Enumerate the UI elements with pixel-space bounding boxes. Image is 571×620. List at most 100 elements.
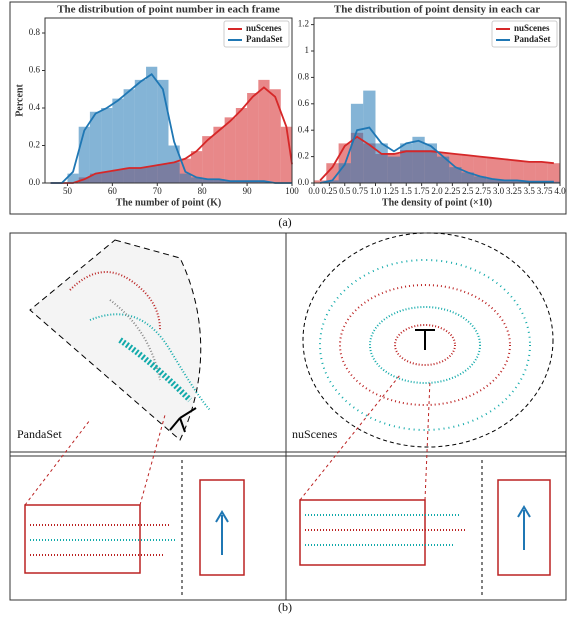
x-tick-label: 2.5 bbox=[462, 186, 474, 196]
y-tick-label: 0.4 bbox=[29, 102, 41, 112]
bar bbox=[247, 93, 259, 183]
arrow bbox=[215, 510, 229, 555]
x-tick-label: 3.0 bbox=[493, 186, 505, 196]
bar bbox=[280, 126, 292, 183]
bar bbox=[224, 181, 236, 183]
bar bbox=[498, 180, 511, 183]
x-tick-label: 2.75 bbox=[475, 186, 491, 196]
bar bbox=[213, 126, 225, 183]
bar bbox=[179, 173, 191, 183]
bar bbox=[412, 136, 425, 183]
chart-title: The distribution of point density in eac… bbox=[334, 4, 540, 16]
x-tick-label: 70 bbox=[153, 186, 163, 196]
bar bbox=[213, 179, 225, 183]
bar bbox=[112, 98, 124, 183]
bar bbox=[235, 108, 248, 183]
zoom-box bbox=[199, 479, 245, 576]
bar bbox=[498, 159, 511, 183]
legend-label: nuScenes bbox=[514, 23, 550, 33]
x-tick-label: 90 bbox=[243, 186, 253, 196]
bar bbox=[350, 103, 364, 183]
x-tick-label: 4.0 bbox=[554, 186, 566, 196]
y-tick-label: 0.8 bbox=[29, 27, 41, 37]
range-circle bbox=[302, 232, 554, 448]
bar bbox=[510, 180, 524, 183]
chart-title: The distribution of point number in each… bbox=[57, 4, 280, 16]
x-tick-label: 1.5 bbox=[401, 186, 413, 196]
x-tick-label: 3.5 bbox=[524, 186, 536, 196]
bar bbox=[314, 180, 327, 183]
x-tick-label: 2.0 bbox=[431, 186, 443, 196]
x-tick-label: 1.25 bbox=[383, 186, 399, 196]
x-axis-label: The number of point (K) bbox=[116, 197, 221, 208]
zoom-lines bbox=[24, 374, 431, 506]
bar bbox=[326, 180, 339, 183]
x-tick-label: 3.25 bbox=[506, 186, 522, 196]
x-tick-label: 0.25 bbox=[322, 186, 338, 196]
panel-b-frame bbox=[9, 232, 567, 601]
point-cloud bbox=[69, 271, 211, 411]
bar bbox=[190, 177, 203, 183]
legend-label: PandaSet bbox=[246, 34, 283, 44]
x-tick-label: 0.5 bbox=[339, 186, 351, 196]
panel-b: PandaSet nuScenes bbox=[9, 232, 567, 601]
x-tick-label: 80 bbox=[198, 186, 208, 196]
kde-line bbox=[50, 73, 292, 184]
bar bbox=[224, 117, 236, 183]
bar bbox=[473, 176, 487, 183]
axes-frame bbox=[44, 17, 293, 184]
x-tick-label: 50 bbox=[63, 186, 73, 196]
kde-line bbox=[50, 86, 293, 184]
axes-icon bbox=[415, 329, 435, 350]
y-axis-label: Percent bbox=[14, 84, 25, 117]
x-tick-label: 1.0 bbox=[370, 186, 382, 196]
bar bbox=[486, 179, 499, 183]
bar bbox=[449, 167, 462, 183]
bar bbox=[437, 156, 450, 183]
bar bbox=[78, 126, 90, 183]
bar bbox=[269, 89, 281, 183]
image-label: PandaSet bbox=[17, 427, 62, 441]
y-tick-label: 0.6 bbox=[298, 98, 310, 108]
y-tick-label: 0.6 bbox=[29, 65, 41, 75]
bar bbox=[146, 66, 158, 183]
bar bbox=[235, 181, 248, 183]
legend-label: PandaSet bbox=[514, 34, 551, 44]
bar bbox=[123, 89, 135, 183]
bar bbox=[486, 157, 499, 183]
bar bbox=[168, 145, 180, 183]
bar bbox=[157, 79, 169, 183]
bar bbox=[134, 79, 147, 183]
x-tick-label: 60 bbox=[108, 186, 118, 196]
bar bbox=[258, 181, 270, 183]
bar bbox=[101, 108, 113, 183]
x-axis-label: The density of point (×10) bbox=[382, 197, 492, 208]
axes-icon bbox=[169, 407, 197, 433]
bar bbox=[258, 79, 270, 183]
bar bbox=[326, 163, 339, 183]
x-tick-label: 100 bbox=[285, 186, 299, 196]
image-label: nuScenes bbox=[292, 427, 338, 441]
point-cloud bbox=[319, 259, 531, 431]
bar bbox=[202, 136, 214, 183]
zoom-box bbox=[497, 479, 551, 576]
x-tick-label: 3.75 bbox=[537, 186, 553, 196]
bar bbox=[510, 160, 524, 183]
y-tick-label: 0.2 bbox=[298, 151, 309, 161]
bar bbox=[190, 151, 203, 183]
bar bbox=[547, 163, 560, 183]
bar bbox=[247, 181, 259, 183]
zoom-box bbox=[24, 504, 141, 574]
panel-a-frame bbox=[9, 1, 567, 215]
bar bbox=[202, 179, 214, 183]
x-tick-label: 1.75 bbox=[414, 186, 430, 196]
bar bbox=[400, 143, 413, 183]
y-tick-label: 0.0 bbox=[29, 177, 41, 187]
y-tick-label: 1 bbox=[305, 45, 310, 55]
bar bbox=[387, 156, 401, 183]
panel-label: (a) bbox=[278, 215, 291, 229]
bar bbox=[424, 143, 437, 183]
y-tick-label: 0.2 bbox=[29, 140, 40, 150]
bar bbox=[338, 163, 351, 183]
arrow bbox=[517, 505, 531, 550]
